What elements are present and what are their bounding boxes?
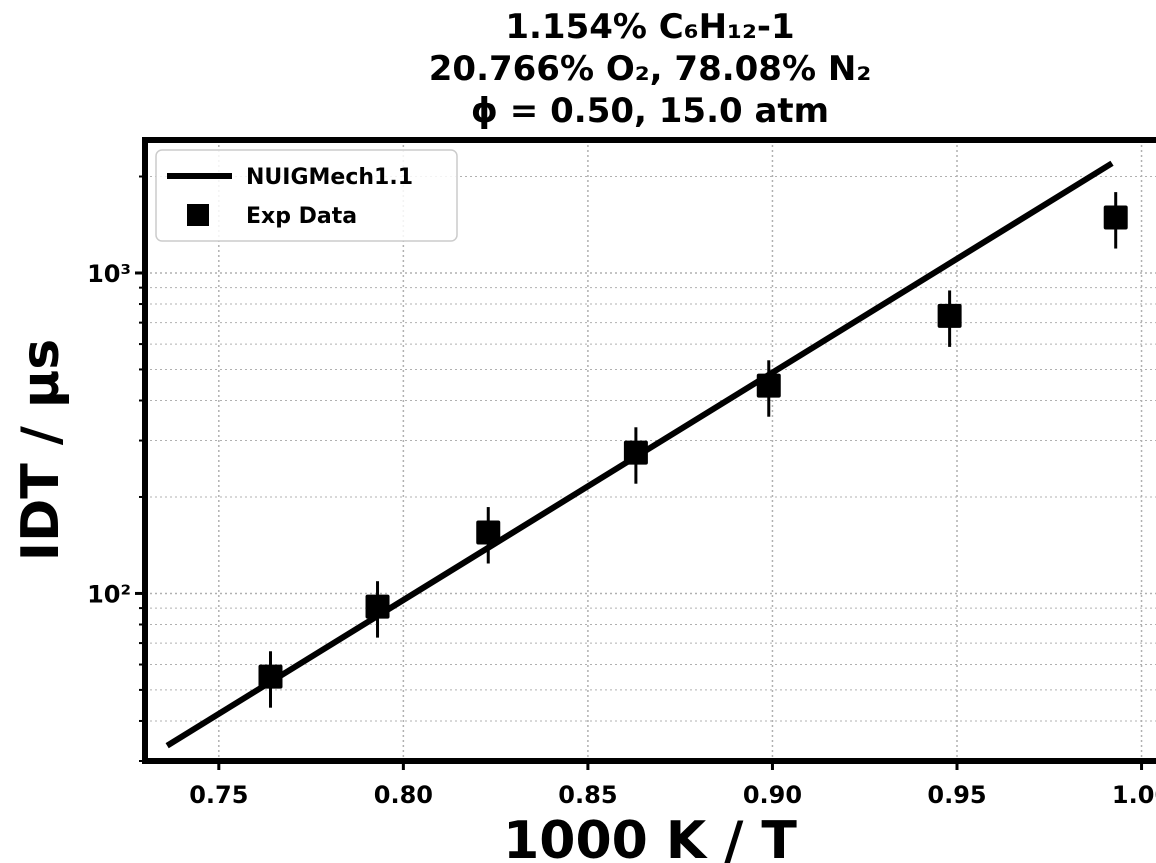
legend: NUIGMech1.1 Exp Data — [155, 149, 458, 242]
y-axis-label: IDT / μs — [11, 339, 71, 561]
exp-data-point — [1103, 205, 1128, 230]
title-line-2: 20.766% O₂, 78.08% N₂ — [429, 49, 871, 89]
plot-series — [165, 160, 1128, 749]
x-tick-label: 0.95 — [927, 781, 986, 809]
legend-label-exp: Exp Data — [246, 204, 357, 229]
exp-data-point — [365, 594, 390, 619]
axis-ticks: 0.75 0.80 0.85 0.90 0.95 1.00 10² 10³ — [87, 175, 1156, 809]
x-tick-label: 0.85 — [558, 781, 617, 809]
x-tick-label: 0.75 — [189, 781, 248, 809]
title-line-1: 1.154% C₆H₁₂-1 — [505, 7, 794, 47]
plot-frame — [142, 137, 1156, 764]
legend-label-model: NUIGMech1.1 — [246, 165, 413, 190]
x-tick-label: 1.00 — [1112, 781, 1156, 809]
exp-data-point — [476, 520, 501, 545]
x-axis-label: 1000 K / T — [503, 811, 797, 863]
y-tick-label: 10² — [87, 580, 131, 608]
x-tick-label: 0.80 — [374, 781, 433, 809]
exp-data-point — [756, 373, 781, 398]
title-line-3: ϕ = 0.50, 15.0 atm — [471, 91, 829, 131]
exp-data-point — [258, 664, 283, 689]
legend-square-swatch — [187, 204, 209, 226]
x-tick-label: 0.90 — [743, 781, 802, 809]
y-tick-label: 10³ — [87, 260, 131, 288]
legend-box — [155, 149, 458, 242]
exp-data-point — [937, 303, 962, 328]
chart-title: 1.154% C₆H₁₂-1 20.766% O₂, 78.08% N₂ ϕ =… — [429, 7, 871, 131]
exp-data-point — [623, 440, 648, 465]
